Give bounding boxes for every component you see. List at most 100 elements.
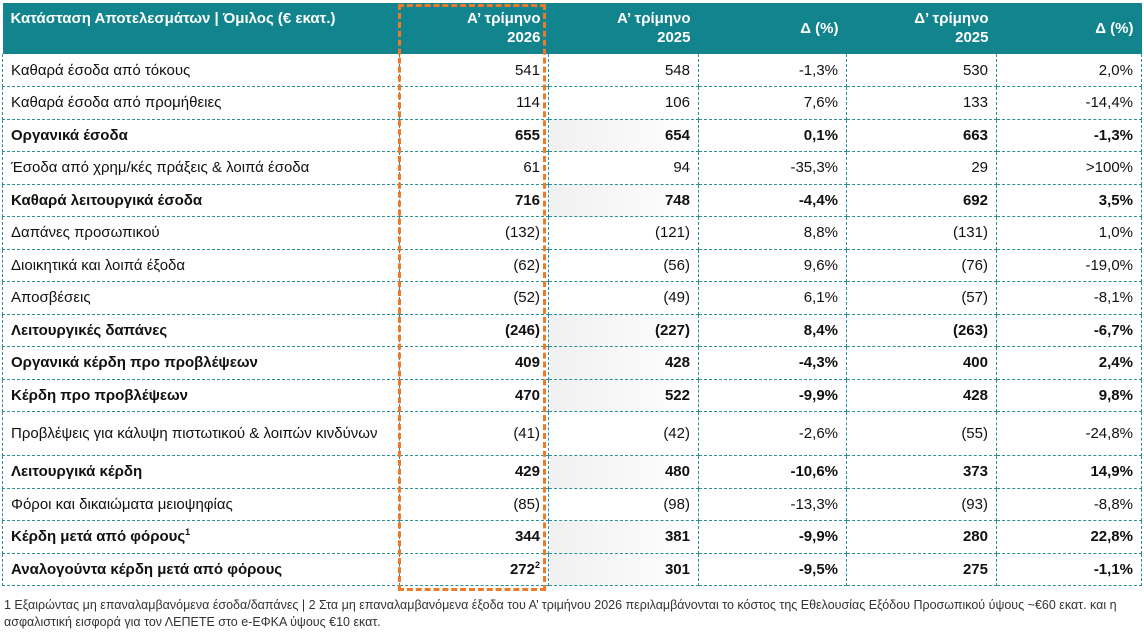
cell-q1-2026-text: 344 [514, 528, 540, 546]
cell-q1-2025-text: (227) [654, 321, 690, 339]
cell-q4-2025-text: 373 [962, 463, 988, 481]
cell-delta-1-text: -35,3% [790, 159, 838, 177]
row-label-text: Οργανικά έσοδα [11, 126, 128, 144]
cell-delta-1-text: 8,8% [803, 224, 838, 242]
cell-q1-2025: 106 [548, 86, 699, 120]
cell-q4-2025-text: 275 [962, 560, 988, 578]
cell-q4-2025: 663 [846, 119, 997, 152]
cell-delta-2-text: 1,0% [1098, 224, 1133, 242]
cell-q1-2025-text: 381 [664, 528, 690, 546]
cell-q1-2025: 522 [548, 379, 699, 412]
cell-delta-1: -13,3% [698, 488, 847, 521]
cell-q1-2025-text: 654 [664, 126, 690, 144]
cell-delta-2: 1,0% [996, 216, 1142, 250]
cell-q1-2025: 548 [548, 54, 699, 87]
row-label: Προβλέψεις για κάλυψη πιστωτικού & λοιπώ… [2, 411, 400, 456]
header-delta-2: Δ (%) [996, 3, 1142, 54]
cell-delta-2: 22,8% [996, 520, 1142, 554]
row-label: Οργανικά κέρδη προ προβλέψεων [2, 346, 400, 380]
header-q4-2025: Δ’ τρίμηνο 2025 [846, 3, 997, 54]
cell-q4-2025: 275 [846, 553, 997, 586]
cell-delta-2: -19,0% [996, 249, 1142, 282]
row-label-text: Φόροι και δικαιώματα μειοψηφίας [11, 495, 233, 513]
cell-q1-2025: 480 [548, 455, 699, 489]
row-label-text: Αναλογούντα κέρδη μετά από φόρους [11, 560, 283, 578]
cell-q4-2025-text: (131) [952, 224, 988, 242]
row-label: Καθαρά έσοδα από τόκους [2, 54, 400, 87]
table-row: Διοικητικά και λοιπά έξοδα (62) (56) 9,6% (7… [2, 249, 1142, 282]
cell-q1-2025-text: 748 [664, 191, 690, 209]
table-row: Οργανικά έσοδα 655 654 0,1% 663 -1,3% [2, 119, 1142, 152]
cell-q4-2025: (55) [846, 411, 997, 456]
cell-delta-1-text: 0,1% [803, 126, 838, 144]
cell-q4-2025-text: 133 [962, 94, 988, 112]
row-label: Οργανικά έσοδα [2, 119, 400, 152]
cell-q1-2025-text: 548 [664, 61, 690, 79]
cell-delta-1-text: 9,6% [803, 256, 838, 274]
cell-q4-2025: 133 [846, 86, 997, 120]
table-row: Δαπάνες προσωπικού (132) (121) 8,8% (131) 1,0… [2, 216, 1142, 250]
header-q1-2026-line1: Α’ τρίμηνο [467, 10, 541, 27]
row-label: Αποσβέσεις [2, 281, 400, 315]
cell-q1-2026-text: (62) [513, 256, 540, 274]
cell-q4-2025: 692 [846, 184, 997, 217]
cell-delta-2: 2,0% [996, 54, 1142, 87]
footnote-ref: 1 [185, 527, 191, 538]
cell-q4-2025: (131) [846, 216, 997, 250]
cell-delta-1-text: -9,9% [798, 386, 838, 404]
header-q1-2026: Α’ τρίμηνο 2026 [399, 3, 549, 54]
cell-delta-2: -14,4% [996, 86, 1142, 120]
cell-delta-1-text: -9,9% [798, 528, 838, 546]
cell-delta-2: 14,9% [996, 455, 1142, 489]
table-body: Καθαρά έσοδα από τόκους 541 548 -1,3% 530 2,0… [2, 54, 1142, 586]
row-label: Λειτουργικά κέρδη [2, 455, 400, 489]
header-delta-1: Δ (%) [698, 3, 847, 54]
cell-delta-2-text: >100% [1085, 159, 1133, 177]
cell-q1-2026-text: 409 [514, 354, 540, 372]
header-label: Κατάσταση Αποτελεσμάτων | Όμιλος (€ εκατ… [2, 3, 400, 54]
table-row: Καθαρά έσοδα από προμήθειες 114 106 7,6% 133… [2, 86, 1142, 120]
table-row: Φόροι και δικαιώματα μειοψηφίας (85) (98) -… [2, 488, 1142, 521]
cell-delta-1: 8,8% [698, 216, 847, 250]
row-label-text: Δαπάνες προσωπικού [11, 224, 160, 242]
footnote: 1 Εξαιρώντας μη επαναλαμβανόμενα έσοδα/δ… [4, 598, 1117, 629]
cell-q4-2025-text: 29 [971, 159, 988, 177]
row-label: Λειτουργικές δαπάνες [2, 314, 400, 347]
cell-q1-2025: (56) [548, 249, 699, 282]
row-label-text: Έσοδα από χρημ/κές πράξεις & λοιπά έσοδα [11, 159, 310, 177]
cell-delta-1-text: 8,4% [803, 321, 838, 339]
cell-delta-1: -9,5% [698, 553, 847, 586]
cell-q1-2025: 94 [548, 151, 699, 185]
row-label: Καθαρά λειτουργικά έσοδα [2, 184, 400, 217]
cell-delta-2-text: -6,7% [1093, 321, 1133, 339]
cell-q1-2026-text: (132) [504, 224, 540, 242]
row-label-text: Προβλέψεις για κάλυψη πιστωτικού & λοιπώ… [11, 424, 378, 442]
cell-delta-2-text: -8,8% [1093, 495, 1133, 513]
cell-q4-2025-text: 663 [962, 126, 988, 144]
cell-delta-1: -10,6% [698, 455, 847, 489]
cell-delta-2: -8,1% [996, 281, 1142, 315]
cell-delta-2-text: 14,9% [1090, 463, 1133, 481]
cell-delta-2: 2,4% [996, 346, 1142, 380]
cell-delta-1-text: -4,3% [798, 354, 838, 372]
table-row: Κέρδη προ προβλέψεων 470 522 -9,9% 428 9,8% [2, 379, 1142, 412]
row-label: Αναλογούντα κέρδη μετά από φόρους [2, 553, 400, 586]
cell-delta-1: -35,3% [698, 151, 847, 185]
cell-q1-2026: 409 [399, 346, 549, 380]
cell-q4-2025: 530 [846, 54, 997, 87]
cell-q1-2026-text: 470 [514, 386, 540, 404]
cell-q1-2026-text: 429 [514, 463, 540, 481]
cell-delta-2-text: -1,1% [1093, 560, 1133, 578]
cell-q4-2025-text: 400 [962, 354, 988, 372]
cell-q4-2025-text: (76) [961, 256, 988, 274]
cell-delta-1: -4,3% [698, 346, 847, 380]
row-label: Δαπάνες προσωπικού [2, 216, 400, 250]
cell-q1-2025: (42) [548, 411, 699, 456]
cell-q1-2026: 429 [399, 455, 549, 489]
cell-q1-2025-text: (42) [663, 425, 690, 442]
row-label: Καθαρά έσοδα από προμήθειες [2, 86, 400, 120]
cell-q4-2025: 400 [846, 346, 997, 380]
cell-delta-1-text: -10,6% [790, 463, 838, 481]
cell-delta-2-text: 2,0% [1098, 61, 1133, 79]
cell-q1-2026-text: 114 [516, 94, 540, 112]
